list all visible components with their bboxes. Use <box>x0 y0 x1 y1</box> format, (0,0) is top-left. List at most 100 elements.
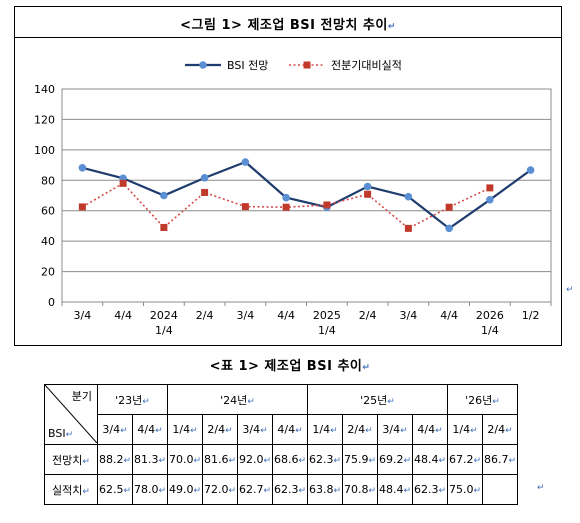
paragraph-mark-icon: ↵ <box>368 456 377 466</box>
paragraph-mark-icon: ↵ <box>247 396 255 407</box>
corner-label-bsi: BSI↵ <box>48 427 74 440</box>
year-header-cell-text: '24년 <box>220 393 248 407</box>
paragraph-mark-icon: ↵ <box>228 456 237 466</box>
value-cell: 48.4↵ <box>412 444 448 475</box>
corner-label-quarter: 분기 <box>71 390 92 403</box>
quarter-header-cell: 3/4↵ <box>237 414 273 445</box>
legend-marker-2 <box>303 61 311 69</box>
value-cell-text: 62.3 <box>413 483 439 496</box>
paragraph-mark-icon: ↵ <box>120 426 128 436</box>
data-point-square <box>160 223 168 231</box>
value-cell: 75.9↵ <box>342 444 378 475</box>
paragraph-mark-icon: ↵ <box>65 430 74 440</box>
data-point-circle <box>363 182 372 191</box>
quarter-header-cell-text: 2/4 <box>207 423 226 436</box>
year-header-cell: '26년↵ <box>447 384 518 415</box>
paragraph-mark-icon: ↵ <box>193 456 202 466</box>
year-header-cell-text: '25년 <box>360 393 388 407</box>
paragraph-mark-icon: ↵ <box>435 426 443 436</box>
legend-marker-1 <box>199 61 207 69</box>
table-header-row-years: 분기 BSI↵ '23년↵ '24년↵ '25년↵ '26년↵ <box>44 384 518 445</box>
value-cell-text: 86.7 <box>483 453 509 466</box>
paragraph-mark-icon: ↵ <box>403 486 412 496</box>
table-title-text: <표 1> 제조업 BSI 추이 <box>209 359 363 374</box>
value-cell: 62.7↵ <box>237 474 273 505</box>
value-cell: 69.2↵ <box>377 444 413 475</box>
data-point-square <box>404 224 412 232</box>
paragraph-mark-icon: ↵ <box>298 456 307 466</box>
x-tick-label: 3/4 <box>400 309 418 322</box>
figure-title-text: <그림 1> 제조업 BSI 전망치 추이 <box>180 18 388 33</box>
quarter-header-cell: 4/4↵ <box>412 414 448 445</box>
y-tick-label: 60 <box>41 205 55 218</box>
data-point-circle <box>160 191 168 200</box>
row-label-cell-text: 실적치 <box>52 483 83 497</box>
value-cell-text: 81.3 <box>133 453 159 466</box>
quarter-header-cell-text: 1/4 <box>312 423 331 436</box>
value-cell: 62.3↵ <box>412 474 448 505</box>
paragraph-mark-icon: ↵ <box>566 285 574 295</box>
data-point-circle <box>78 164 87 172</box>
paragraph-mark-icon: ↵ <box>333 456 342 466</box>
x-tick-label: 4/4 <box>440 309 458 322</box>
data-point-circle <box>526 166 535 174</box>
year-header-cell-text: '23년 <box>115 393 143 407</box>
paragraph-mark-icon: ↵ <box>362 363 371 373</box>
paragraph-mark-icon: ↵ <box>158 456 167 466</box>
value-cell: 63.8↵ <box>307 474 343 505</box>
value-cell-text: 48.4 <box>378 483 404 496</box>
x-tick-label: 1/4 <box>481 324 499 337</box>
y-tick-label: 100 <box>34 144 55 157</box>
paragraph-mark-icon: ↵ <box>298 486 307 496</box>
legend-label-2: 전분기대비실적 <box>331 59 402 72</box>
paragraph-mark-icon: ↵ <box>155 426 163 436</box>
data-point-circle <box>404 192 413 201</box>
data-point-circle <box>445 224 453 233</box>
paragraph-mark-icon: ↵ <box>508 456 517 466</box>
quarter-header-cell-text: 1/4 <box>172 423 191 436</box>
quarter-header-cell: 1/4↵ <box>307 414 343 445</box>
value-cell: 75.0↵ <box>447 474 483 505</box>
paragraph-mark-icon: ↵ <box>387 396 395 407</box>
quarter-header-cell: 2/4↵ <box>342 414 378 445</box>
figure-box: <그림 1> 제조업 BSI 전망치 추이↵ 0 20 40 60 80 100 120 14… <box>14 6 562 346</box>
row-label-cell-text: 전망치 <box>52 453 83 467</box>
paragraph-mark-icon: ↵ <box>190 426 198 436</box>
quarter-header-cell-text: 3/4 <box>242 423 261 436</box>
paragraph-mark-icon: ↵ <box>537 483 545 493</box>
value-cell-text: 62.5 <box>98 483 124 496</box>
paragraph-mark-icon: ↵ <box>470 426 478 436</box>
plot-area <box>61 88 552 303</box>
paragraph-mark-icon: ↵ <box>473 456 482 466</box>
paragraph-mark-icon: ↵ <box>368 486 377 496</box>
quarter-header-cell-text: 2/4 <box>347 423 366 436</box>
x-tick-label: 1/4 <box>318 324 336 337</box>
quarter-header-cell-text: 2/4 <box>487 423 506 436</box>
value-cell: 86.7↵ <box>482 444 518 475</box>
value-cell: 81.6↵ <box>202 444 238 475</box>
year-header-cell: '24년↵ <box>167 384 308 415</box>
figure-title-divider <box>15 37 561 38</box>
value-cell: 78.0↵ <box>132 474 168 505</box>
value-cell: 92.0↵ <box>237 444 273 475</box>
value-cell-text: 67.2 <box>448 453 474 466</box>
value-cell-text: 48.4 <box>413 453 439 466</box>
x-tick-label: 2025 <box>313 309 341 322</box>
y-tick-label: 140 <box>34 83 55 96</box>
paragraph-mark-icon: ↵ <box>123 456 132 466</box>
table-header-row-quarters: 3/4↵ 4/4↵ 1/4↵ 2/4↵ 3/4↵ 4/4↵ 1/4↵ 2/4↵ 3/4↵ 4/4↵… <box>45 414 518 445</box>
year-header-cell: '25년↵ <box>307 384 448 415</box>
paragraph-mark-icon: ↵ <box>193 486 202 496</box>
paragraph-mark-icon: ↵ <box>473 486 482 496</box>
value-cell: 72.0↵ <box>202 474 238 505</box>
table-title: <표 1> 제조업 BSI 추이↵ <box>0 355 580 374</box>
quarter-header-cell-text: 4/4 <box>137 423 156 436</box>
value-cell <box>482 474 518 505</box>
data-point-square <box>364 190 372 198</box>
data-point-square <box>78 203 86 211</box>
quarter-header-cell: 2/4↵ <box>202 414 238 445</box>
value-cell-text: 69.2 <box>378 453 404 466</box>
value-cell-text: 81.6 <box>203 453 229 466</box>
paragraph-mark-icon: ↵ <box>330 426 338 436</box>
value-cell-text: 68.6 <box>273 453 299 466</box>
